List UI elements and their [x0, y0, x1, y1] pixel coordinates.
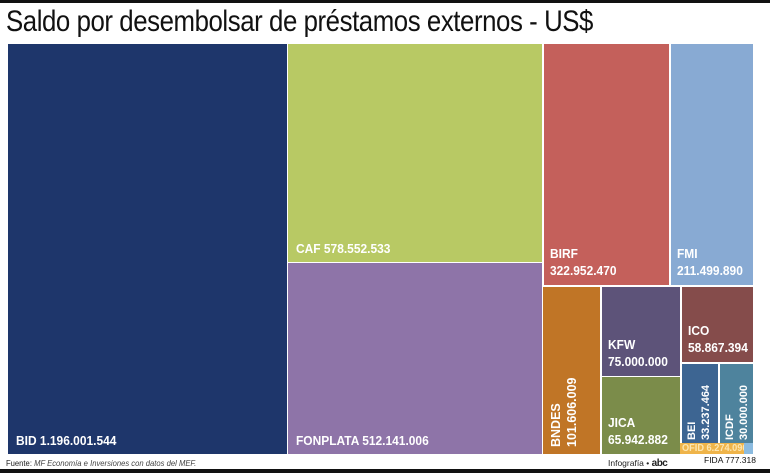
abc-logo: abc — [651, 458, 668, 469]
bndes-name-label: BNDES — [549, 403, 563, 447]
fmi-name-label: FMI — [677, 246, 698, 261]
icdf-value-label: 30.000.000 — [738, 384, 750, 440]
kfw-name-label: KFW — [608, 337, 636, 352]
kfw-value-label: 75.000.000 — [608, 354, 668, 369]
ico-name-label: ICO — [688, 323, 710, 338]
birf-name-label: BIRF — [550, 246, 578, 261]
credit-label: Infografía • — [608, 458, 650, 468]
treemap-tile-bndes: BNDES 101.606.009 — [543, 287, 600, 454]
treemap-tile-ico: ICO 58.867.394 — [682, 287, 753, 362]
chart-title: Saldo por desembolsar de préstamos exter… — [6, 5, 593, 38]
icdf-name-label: ICDF — [724, 414, 736, 440]
bndes-value-label: 101.606.009 — [565, 377, 579, 447]
credit: Infografía • abc — [608, 458, 668, 469]
top-border — [0, 0, 770, 3]
treemap-tile-fida — [744, 443, 753, 454]
treemap-tile-caf: CAF 578.552.533 — [288, 44, 542, 262]
jica-name-label: JICA — [608, 415, 636, 430]
bottom-border — [0, 469, 770, 473]
fmi-value-label: 211.499.890 — [677, 263, 743, 278]
source-note: Fuente: MF Economía e Inversiones con da… — [6, 458, 196, 468]
treemap-tile-fmi: FMI 211.499.890 — [671, 44, 753, 285]
treemap-tile-jica: JICA 65.942.882 — [602, 377, 680, 454]
bei-value-label: 33.237.464 — [700, 384, 712, 440]
source-text: MF Economía e Inversiones con datos del … — [34, 458, 197, 468]
treemap-tile-fonplata: FONPLATA 512.141.006 — [288, 263, 542, 454]
treemap-tile-birf: BIRF 322.952.470 — [544, 44, 669, 285]
ico-value-label: 58.867.394 — [688, 340, 748, 355]
fida-label: FIDA 777.318 — [704, 455, 756, 465]
ofid-label: OFID 6.274.096 — [682, 443, 744, 454]
source-label: Fuente: — [6, 458, 32, 468]
treemap-tile-bei: BEI 33.237.464 — [682, 364, 718, 443]
fonplata-label: FONPLATA 512.141.006 — [296, 433, 429, 448]
jica-value-label: 65.942.882 — [608, 432, 668, 447]
treemap-tile-bid: BID 1.196.001.544 — [8, 44, 287, 454]
treemap-tile-icdf: ICDF 30.000.000 — [720, 364, 753, 443]
bid-label: BID 1.196.001.544 — [16, 433, 117, 448]
birf-value-label: 322.952.470 — [550, 263, 617, 278]
treemap-tile-ofid: OFID 6.274.096 — [680, 443, 744, 454]
bei-name-label: BEI — [686, 421, 698, 440]
treemap-tile-kfw: KFW 75.000.000 — [602, 287, 680, 376]
caf-label: CAF 578.552.533 — [296, 241, 391, 256]
